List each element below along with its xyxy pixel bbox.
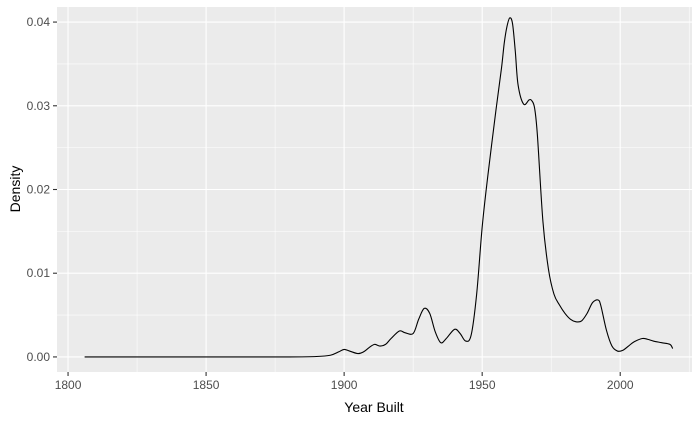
x-tick-label: 1850	[193, 378, 220, 392]
y-tick-label: 0.04	[27, 15, 51, 29]
y-axis-title: Density	[7, 166, 23, 213]
x-axis-title: Year Built	[344, 399, 404, 415]
major-gridlines	[57, 7, 692, 372]
x-tick-label: 1900	[331, 378, 358, 392]
y-tick-label: 0.01	[27, 266, 51, 280]
y-tick-label: 0.03	[27, 99, 51, 113]
y-axis: 0.00 0.01 0.02 0.03 0.04	[27, 15, 57, 364]
x-tick-label: 2000	[607, 378, 634, 392]
y-tick-label: 0.00	[27, 350, 51, 364]
x-tick-label: 1800	[55, 378, 82, 392]
x-tick-label: 1950	[469, 378, 496, 392]
y-tick-label: 0.02	[27, 183, 51, 197]
x-axis: 1800 1850 1900 1950 2000	[55, 372, 634, 392]
density-line	[84, 17, 674, 358]
